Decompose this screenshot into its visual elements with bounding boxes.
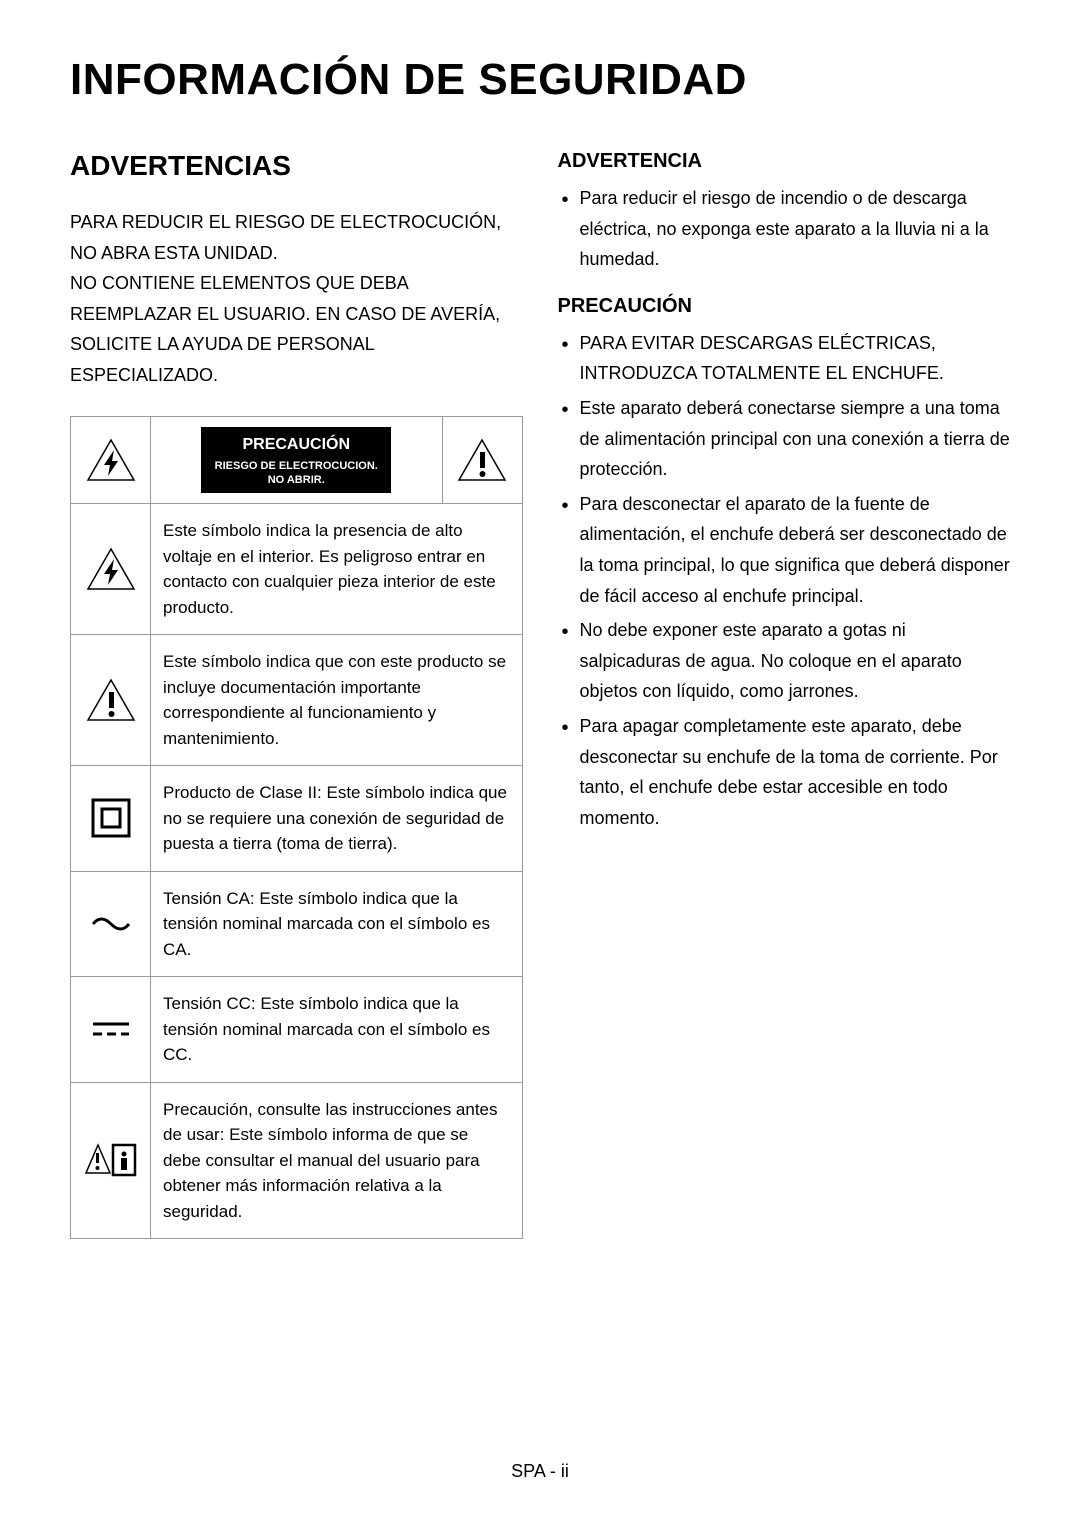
header-exclamation-icon-cell — [442, 416, 522, 504]
page-footer: SPA - ii — [0, 1461, 1080, 1482]
refer-to-manual-icon — [85, 1143, 137, 1177]
warning-subsection-title: ADVERTENCIA — [558, 150, 1011, 173]
symbol-description: Precaución, consulte las instrucciones a… — [151, 1082, 523, 1239]
exclamation-triangle-icon — [86, 678, 136, 722]
list-item: Para apagar completamente este aparato, … — [558, 711, 1011, 833]
table-row: Producto de Clase II: Este símbolo indic… — [71, 766, 523, 872]
left-column: ADVERTENCIAS PARA REDUCIR EL RIESGO DE E… — [70, 150, 523, 1239]
warnings-intro-text: PARA REDUCIR EL RIESGO DE ELECTROCUCIÓN,… — [70, 207, 523, 391]
warning-list: Para reducir el riesgo de incendio o de … — [558, 183, 1011, 275]
symbol-description: Este símbolo indica que con este product… — [151, 635, 523, 766]
symbol-description: Este símbolo indica la presencia de alto… — [151, 504, 523, 635]
caution-header-row: PRECAUCIÓN RIESGO DE ELECTROCUCION. NO A… — [71, 416, 523, 504]
caution-list: PARA EVITAR DESCARGAS ELÉCTRICAS, INTROD… — [558, 328, 1011, 834]
class-ii-icon — [90, 797, 132, 839]
symbol-description: Tensión CA: Este símbolo indica que la t… — [151, 871, 523, 977]
bolt-icon-cell — [71, 504, 151, 635]
exclamation-icon-cell — [71, 635, 151, 766]
exclamation-triangle-icon — [457, 438, 507, 482]
symbol-description: Producto de Clase II: Este símbolo indic… — [151, 766, 523, 872]
list-item: Para reducir el riesgo de incendio o de … — [558, 183, 1011, 275]
caution-box: PRECAUCIÓN RIESGO DE ELECTROCUCION. NO A… — [201, 427, 391, 494]
caution-subsection-title: PRECAUCIÓN — [558, 295, 1011, 318]
page-main-title: INFORMACIÓN DE SEGURIDAD — [70, 55, 1010, 105]
caution-box-cell: PRECAUCIÓN RIESGO DE ELECTROCUCION. NO A… — [151, 416, 443, 504]
right-column: ADVERTENCIA Para reducir el riesgo de in… — [558, 150, 1011, 1239]
list-item: Este aparato deberá conectarse siempre a… — [558, 393, 1011, 485]
bolt-triangle-icon — [86, 438, 136, 482]
content-wrapper: ADVERTENCIAS PARA REDUCIR EL RIESGO DE E… — [70, 150, 1010, 1239]
symbol-table: PRECAUCIÓN RIESGO DE ELECTROCUCION. NO A… — [70, 416, 523, 1240]
manual-icon-cell — [71, 1082, 151, 1239]
table-row: Este símbolo indica que con este product… — [71, 635, 523, 766]
ac-icon-cell — [71, 871, 151, 977]
caution-box-subtitle: RIESGO DE ELECTROCUCION. NO ABRIR. — [211, 459, 381, 488]
symbol-description: Tensión CC: Este símbolo indica que la t… — [151, 977, 523, 1083]
list-item: Para desconectar el aparato de la fuente… — [558, 489, 1011, 611]
ac-voltage-icon — [89, 914, 133, 934]
table-row: Este símbolo indica la presencia de alto… — [71, 504, 523, 635]
list-item: No debe exponer este aparato a gotas ni … — [558, 615, 1011, 707]
table-row: Tensión CC: Este símbolo indica que la t… — [71, 977, 523, 1083]
warnings-section-title: ADVERTENCIAS — [70, 150, 523, 182]
bolt-triangle-icon — [86, 547, 136, 591]
table-row: Precaución, consulte las instrucciones a… — [71, 1082, 523, 1239]
caution-box-title: PRECAUCIÓN — [211, 433, 381, 457]
header-bolt-icon-cell — [71, 416, 151, 504]
list-item: PARA EVITAR DESCARGAS ELÉCTRICAS, INTROD… — [558, 328, 1011, 389]
table-row: Tensión CA: Este símbolo indica que la t… — [71, 871, 523, 977]
class-ii-icon-cell — [71, 766, 151, 872]
dc-icon-cell — [71, 977, 151, 1083]
dc-voltage-icon — [89, 1020, 133, 1038]
